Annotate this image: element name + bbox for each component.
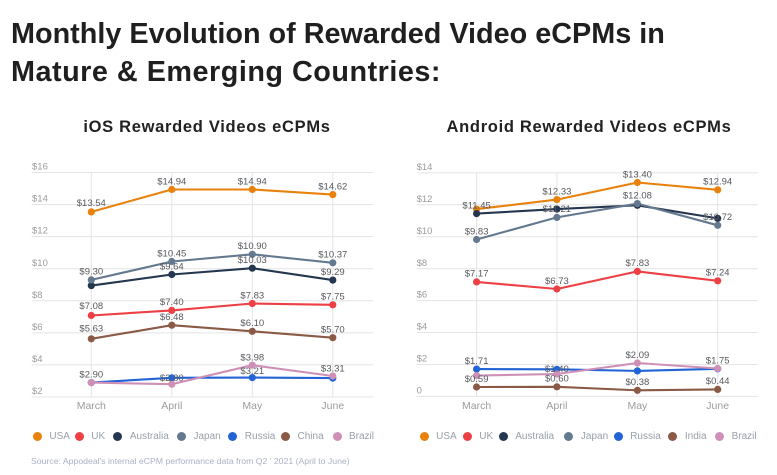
svg-text:$11.21: $11.21 [543, 204, 571, 215]
svg-text:$13.54: $13.54 [77, 198, 106, 209]
svg-text:$14: $14 [32, 194, 48, 205]
svg-text:$6.48: $6.48 [160, 312, 184, 323]
svg-text:$3.31: $3.31 [321, 364, 345, 375]
svg-text:$9.30: $9.30 [79, 267, 103, 278]
svg-text:$6: $6 [32, 322, 43, 333]
svg-text:May: May [627, 400, 648, 412]
svg-text:June: June [321, 400, 344, 412]
svg-text:$12.33: $12.33 [542, 186, 571, 197]
svg-text:0: 0 [417, 386, 422, 397]
svg-text:$7.24: $7.24 [706, 268, 730, 279]
svg-text:$2.80: $2.80 [160, 373, 184, 384]
svg-text:$3.98: $3.98 [240, 353, 264, 364]
svg-text:$10.90: $10.90 [238, 241, 267, 252]
svg-text:$11.45: $11.45 [462, 200, 490, 211]
svg-text:$2.90: $2.90 [79, 369, 103, 380]
svg-text:$9.29: $9.29 [321, 267, 345, 278]
svg-text:$1.75: $1.75 [706, 355, 730, 366]
svg-text:$1.71: $1.71 [465, 356, 489, 367]
svg-text:$7.83: $7.83 [240, 290, 264, 301]
svg-text:$7.40: $7.40 [160, 297, 184, 308]
svg-text:April: April [546, 400, 567, 412]
svg-text:March: March [77, 400, 106, 412]
svg-text:$1.40: $1.40 [545, 364, 569, 375]
svg-text:April: April [161, 400, 182, 412]
svg-text:$7.83: $7.83 [626, 258, 650, 269]
svg-text:$7.17: $7.17 [465, 269, 489, 280]
svg-text:$12: $12 [417, 194, 433, 205]
svg-text:$8: $8 [417, 258, 428, 269]
svg-text:$3.21: $3.21 [240, 366, 264, 377]
svg-text:$14.62: $14.62 [318, 181, 347, 192]
svg-text:March: March [462, 400, 491, 412]
svg-text:$16: $16 [32, 162, 48, 173]
svg-text:$0.59: $0.59 [465, 374, 489, 385]
svg-text:$0.38: $0.38 [626, 377, 650, 388]
svg-text:$12.08: $12.08 [623, 190, 652, 201]
svg-text:$12.94: $12.94 [703, 177, 732, 188]
svg-text:$9.83: $9.83 [465, 226, 489, 237]
svg-text:$10: $10 [417, 226, 433, 237]
svg-text:$5.70: $5.70 [321, 325, 345, 336]
svg-text:$10.45: $10.45 [157, 248, 186, 259]
svg-text:June: June [706, 400, 729, 412]
svg-text:$2: $2 [417, 354, 428, 365]
svg-text:May: May [242, 400, 263, 412]
svg-text:$7.75: $7.75 [321, 292, 345, 303]
svg-text:$6.10: $6.10 [240, 318, 264, 329]
svg-text:$7.08: $7.08 [79, 301, 103, 312]
svg-text:$10.37: $10.37 [318, 250, 347, 261]
svg-text:$14: $14 [417, 162, 433, 173]
svg-text:$4: $4 [32, 354, 43, 365]
svg-text:$4: $4 [417, 322, 428, 333]
svg-text:$0.60: $0.60 [545, 374, 569, 385]
svg-text:$6: $6 [417, 290, 428, 301]
svg-text:$14.94: $14.94 [157, 176, 186, 187]
svg-text:$13.40: $13.40 [623, 169, 652, 180]
svg-text:$9.64: $9.64 [160, 261, 184, 272]
svg-text:$10.03: $10.03 [238, 255, 267, 266]
svg-text:$10: $10 [32, 258, 48, 269]
svg-text:$2: $2 [32, 386, 43, 397]
svg-text:$6.73: $6.73 [545, 276, 569, 287]
svg-text:$12: $12 [32, 226, 48, 237]
svg-text:$8: $8 [32, 290, 43, 301]
svg-text:$2.09: $2.09 [626, 350, 650, 361]
svg-text:$10.72: $10.72 [703, 212, 732, 223]
svg-text:$0.44: $0.44 [706, 376, 730, 387]
svg-text:$14.94: $14.94 [238, 176, 267, 187]
svg-text:$5.63: $5.63 [79, 324, 103, 335]
